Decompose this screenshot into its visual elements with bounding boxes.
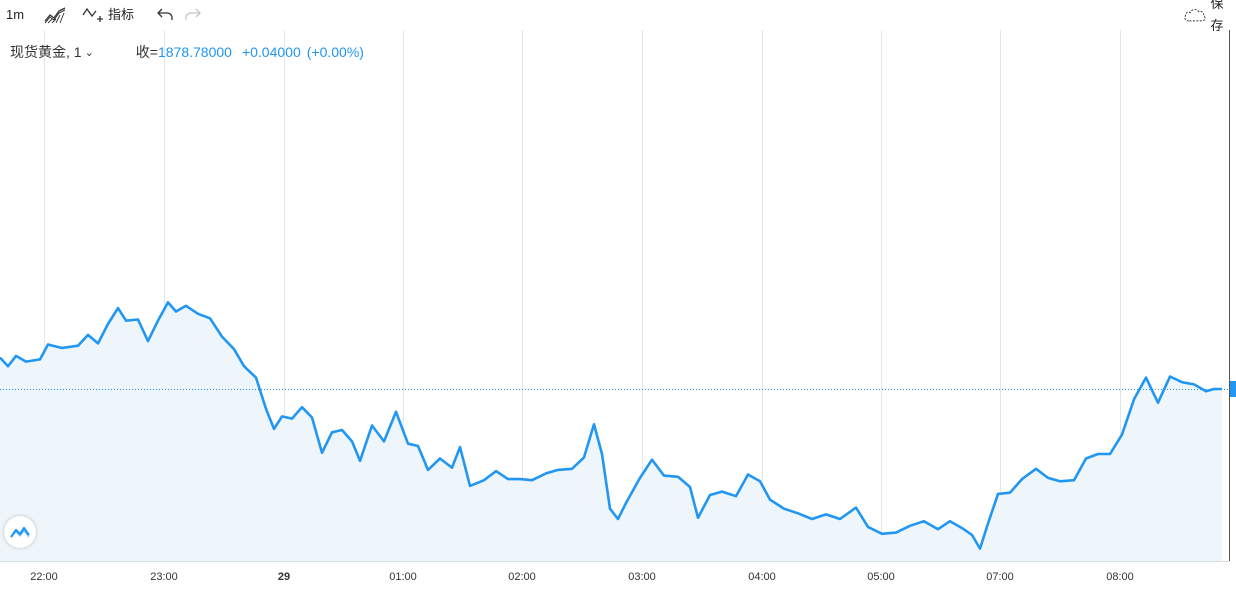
x-tick-label: 22:00 xyxy=(30,571,58,583)
interval-selector[interactable]: 1m xyxy=(6,4,24,26)
time-axis: 22:00 23:00 29 01:00 02:00 03:00 04:00 05:00 07:… xyxy=(30,571,1134,583)
x-tick-label: 01:00 xyxy=(389,571,417,583)
change-percent: (+0.00%) xyxy=(306,44,364,60)
chart-pane[interactable]: 22:00 23:00 29 01:00 02:00 03:00 04:00 05:00 07:… xyxy=(0,30,1236,591)
current-price-marker xyxy=(1230,381,1236,397)
price-series-line xyxy=(0,301,1222,550)
series-legend: 现货黄金, 1 ⌄ 收= 1878.78000 +0.04000 (+0.00%… xyxy=(10,42,364,62)
x-tick-label: 04:00 xyxy=(748,571,776,583)
change-value: +0.04000 xyxy=(241,44,301,60)
symbol-name[interactable]: 现货黄金, 1 xyxy=(10,44,82,60)
redo-button[interactable] xyxy=(184,5,202,23)
undo-button[interactable] xyxy=(156,5,174,23)
x-tick-label: 29 xyxy=(278,571,290,583)
area-fill xyxy=(0,302,1222,561)
tradingview-logo-button[interactable] xyxy=(4,516,36,548)
save-label: 保存 xyxy=(1210,0,1224,33)
chart-type-button[interactable] xyxy=(44,5,66,25)
undo-icon xyxy=(157,8,173,20)
indicators-label: 指标 xyxy=(108,7,135,22)
redo-icon xyxy=(185,8,201,20)
x-tick-label: 08:00 xyxy=(1106,571,1134,583)
save-button[interactable]: 保存 xyxy=(1183,0,1236,33)
chart-toolbar: 1m 指标 保存 xyxy=(0,0,1236,33)
cloud-icon xyxy=(1184,8,1206,22)
close-label: 收= xyxy=(135,44,158,60)
indicators-button[interactable]: 指标 xyxy=(82,4,134,26)
x-tick-label: 05:00 xyxy=(867,571,895,583)
price-chart[interactable]: 22:00 23:00 29 01:00 02:00 03:00 04:00 05:00 07:… xyxy=(0,30,1236,591)
interval-label: 1m xyxy=(6,7,25,22)
x-tick-label: 07:00 xyxy=(986,571,1014,583)
grid-lines xyxy=(44,30,1121,561)
x-tick-label: 02:00 xyxy=(508,571,536,583)
chevron-down-icon[interactable]: ⌄ xyxy=(84,46,94,59)
close-value: 1878.78000 xyxy=(157,44,232,60)
logo-icon xyxy=(10,526,30,538)
indicator-icon xyxy=(82,7,103,22)
x-tick-label: 03:00 xyxy=(628,571,656,583)
area-chart-icon xyxy=(44,7,66,24)
x-tick-label: 23:00 xyxy=(150,571,178,583)
